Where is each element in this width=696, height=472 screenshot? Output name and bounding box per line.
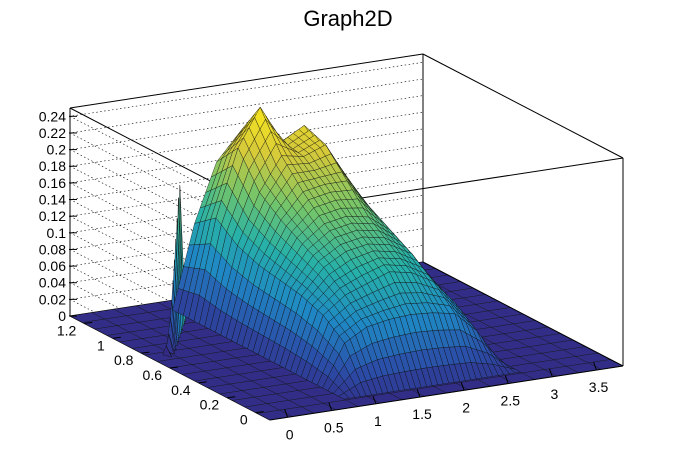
x-tick-label: 0 xyxy=(286,426,294,442)
y-tick xyxy=(141,351,150,354)
z-tick-label: 0.14 xyxy=(39,192,66,208)
y-tick xyxy=(112,336,121,339)
frame-edge xyxy=(422,261,624,367)
x-tick-label: 1 xyxy=(374,413,382,429)
frame-edge xyxy=(69,53,424,109)
z-tick-label: 0.24 xyxy=(39,108,66,124)
spike-mark xyxy=(170,317,177,350)
z-tick-label: 0.22 xyxy=(39,125,66,141)
surface-mesh xyxy=(162,106,522,400)
y-tick xyxy=(84,321,93,324)
spike-mark xyxy=(165,345,173,358)
y-tick xyxy=(169,366,179,369)
y-tick xyxy=(227,396,236,399)
frame-edge xyxy=(269,365,624,421)
spike-mark xyxy=(178,197,185,326)
z-axis-ticks: 00.020.040.060.080.10.120.140.160.180.20… xyxy=(39,108,77,324)
x-tick xyxy=(284,409,289,418)
y-tick-label: 1.2 xyxy=(57,322,77,338)
z-tick-label: 0.06 xyxy=(39,258,66,274)
x-tick-label: 1.5 xyxy=(412,406,432,422)
y-tick-label: 1 xyxy=(97,337,105,353)
x-tick xyxy=(416,388,421,398)
y-tick-label: 0.2 xyxy=(200,397,220,413)
z-tick-label: 0 xyxy=(58,308,66,324)
z-tick-label: 0.12 xyxy=(39,208,66,224)
x-tick xyxy=(372,395,377,404)
y-tick xyxy=(255,411,264,414)
z-tick-label: 0.16 xyxy=(39,175,66,191)
x-axis-ticks: 0 0.5 1 1.5 2 2.5 3 3.5 xyxy=(284,361,609,442)
z-tick-label: 0.1 xyxy=(47,225,67,241)
z-tick-label: 0.04 xyxy=(39,275,66,291)
frame-edge xyxy=(422,53,624,159)
y-tick-label: 0.6 xyxy=(143,367,163,383)
x-tick-label: 3 xyxy=(551,386,559,402)
x-tick-label: 2.5 xyxy=(501,393,521,409)
y-tick-label: 0 xyxy=(240,412,248,428)
z-tick-label: 0.08 xyxy=(39,241,66,257)
surface-cell xyxy=(508,367,522,374)
y-tick xyxy=(198,381,207,384)
x-tick xyxy=(460,382,465,391)
y-tick-label: 0.4 xyxy=(171,382,191,398)
y-tick-label: 0.8 xyxy=(114,352,134,368)
x-tick-label: 3.5 xyxy=(589,379,609,395)
x-tick xyxy=(328,402,333,411)
spike-mark xyxy=(168,334,175,354)
spike-mark xyxy=(171,301,178,346)
y-axis-ticks: 0 0.2 0.4 0.6 0.8 1 1.2 xyxy=(57,321,264,428)
x-tick-label: 0.5 xyxy=(324,420,344,436)
z-tick-label: 0.18 xyxy=(39,158,66,174)
x-tick xyxy=(593,361,597,371)
x-tick-label: 2 xyxy=(462,399,470,415)
z-tick-label: 0.02 xyxy=(39,291,66,307)
chart-title: Graph2D xyxy=(303,6,392,31)
x-tick xyxy=(504,375,509,384)
z-tick-label: 0.2 xyxy=(47,142,67,158)
box-front-edges xyxy=(269,261,624,421)
x-tick xyxy=(548,368,553,377)
